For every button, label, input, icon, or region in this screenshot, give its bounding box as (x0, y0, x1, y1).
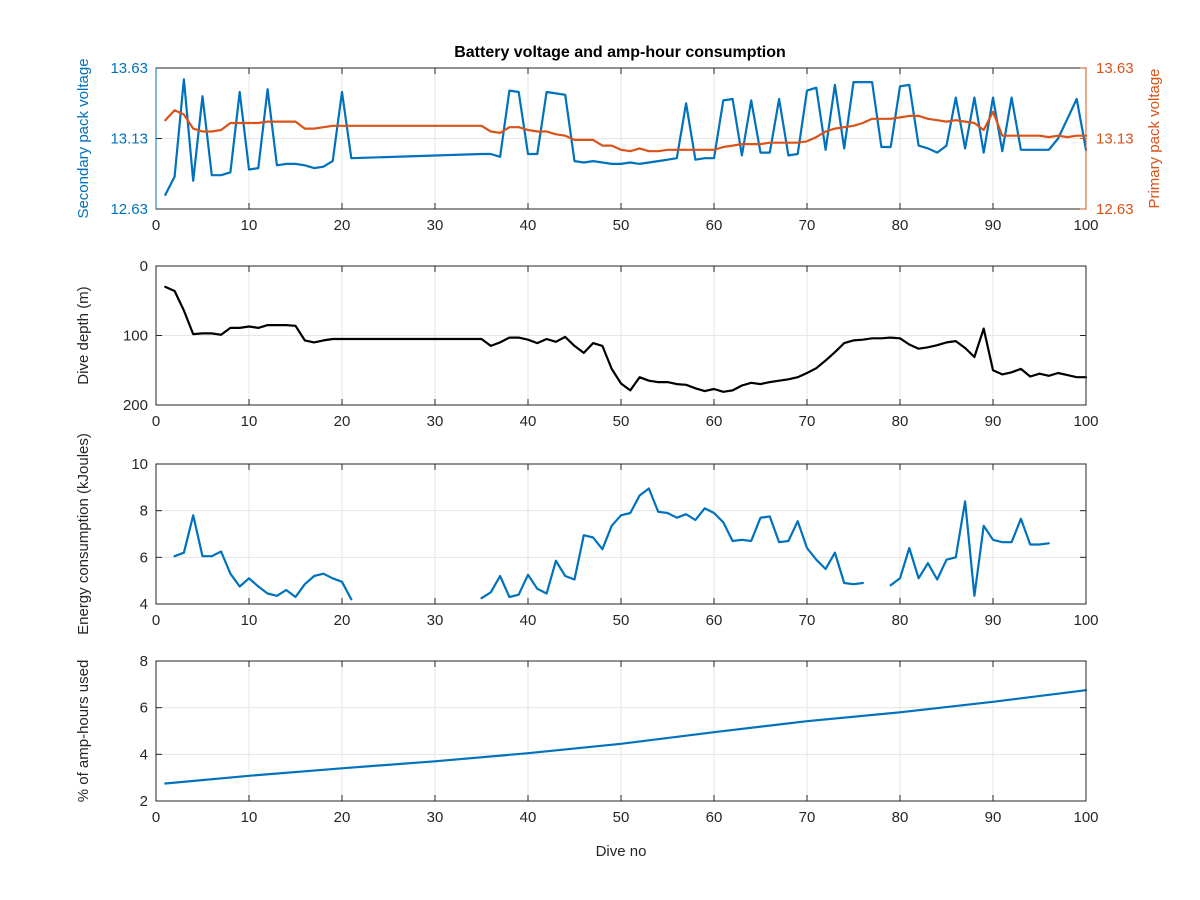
y-axis-title: Secondary pack voltage (75, 58, 92, 218)
series-line-voltage-secondary-seg0 (164, 78, 1088, 196)
y-tick-label: 4 (140, 746, 148, 763)
series-line-voltage-primary-seg0 (164, 109, 1088, 153)
x-tick-label: 70 (799, 217, 816, 234)
x-tick-label: 100 (1073, 413, 1098, 430)
x-tick-label: 10 (241, 217, 258, 234)
x-tick-label: 0 (152, 612, 160, 629)
y-tick-label: 6 (140, 700, 148, 717)
series-line-energy-main-seg1 (480, 487, 864, 600)
x-tick-label: 0 (152, 413, 160, 430)
x-tick-label: 70 (799, 809, 816, 826)
x-tick-label: 50 (613, 612, 630, 629)
x-tick-label: 70 (799, 413, 816, 430)
y-tick-label: 13.63 (110, 60, 148, 77)
x-tick-label: 60 (706, 809, 723, 826)
series-line-energy-main-seg0 (173, 514, 353, 601)
x-tick-label: 70 (799, 612, 816, 629)
x-tick-label: 20 (334, 809, 351, 826)
x-tick-label: 10 (241, 413, 258, 430)
x-tick-label: 10 (241, 809, 258, 826)
x-tick-label: 100 (1073, 809, 1098, 826)
panel-depth: 0 10 20 30 40 50 60 70 80 90 100 0 100 200 Dive depth … (75, 258, 1099, 430)
x-tick-label: 50 (613, 217, 630, 234)
x-tick-label: 30 (427, 809, 444, 826)
y-tick-label: 8 (140, 503, 148, 520)
x-tick-label: 0 (152, 809, 160, 826)
x-tick-label: 50 (613, 413, 630, 430)
x-tick-label: 60 (706, 612, 723, 629)
x-tick-label: 90 (985, 413, 1002, 430)
x-tick-label: 80 (892, 413, 909, 430)
x-tick-label: 80 (892, 612, 909, 629)
x-tick-label: 80 (892, 217, 909, 234)
y-axis-title: Dive depth (m) (75, 286, 92, 384)
x-tick-label: 20 (334, 413, 351, 430)
series-line-depth-main-seg0 (164, 285, 1088, 393)
x-tick-label: 40 (520, 217, 537, 234)
y-tick-label: 12.63 (110, 201, 148, 218)
x-tick-label: 90 (985, 217, 1002, 234)
y-tick-label-right: 13.13 (1096, 131, 1134, 148)
x-tick-label: 60 (706, 413, 723, 430)
x-tick-label: 50 (613, 809, 630, 826)
x-tick-label: 20 (334, 612, 351, 629)
x-tick-label: 30 (427, 612, 444, 629)
panel-voltage: 0 10 20 30 40 50 60 70 80 90 10012.6313.1313.6312.… (75, 58, 1163, 234)
y-tick-label-right: 12.63 (1096, 201, 1134, 218)
x-tick-label: 40 (520, 809, 537, 826)
y-tick-label: 10 (131, 456, 148, 473)
panel-amphours: 0 10 20 30 40 50 60 70 80 90 100 2 4 6 8 % of amp-hours… (75, 653, 1099, 860)
y-axis-title-right: Primary pack voltage (1146, 68, 1163, 208)
series-line-amphours-main-seg0 (164, 689, 1088, 785)
x-tick-label: 40 (520, 413, 537, 430)
x-tick-label: 100 (1073, 612, 1098, 629)
x-tick-label: 20 (334, 217, 351, 234)
x-axis-title: Dive no (596, 843, 647, 860)
x-tick-label: 0 (152, 217, 160, 234)
x-tick-label: 30 (427, 217, 444, 234)
y-tick-label: 0 (140, 258, 148, 275)
x-tick-label: 30 (427, 413, 444, 430)
series-line-energy-main-seg2 (889, 500, 1050, 597)
figure-title: Battery voltage and amp-hour consumption (454, 44, 786, 61)
y-tick-label-right: 13.63 (1096, 60, 1134, 77)
y-tick-label: 200 (123, 397, 148, 414)
y-tick-label: 8 (140, 653, 148, 670)
panel-energy: 0 10 20 30 40 50 60 70 80 90 100 4 6 8 10 Energy consum… (75, 433, 1099, 635)
y-axis-title: % of amp-hours used (75, 660, 92, 803)
y-tick-label: 13.13 (110, 131, 148, 148)
x-tick-label: 60 (706, 217, 723, 234)
plots-container: 0 10 20 30 40 50 60 70 80 90 10012.6313.1313.6312.… (75, 58, 1163, 860)
y-tick-label: 100 (123, 328, 148, 345)
x-tick-label: 10 (241, 612, 258, 629)
y-tick-label: 6 (140, 549, 148, 566)
y-tick-label: 2 (140, 793, 148, 810)
y-tick-label: 4 (140, 596, 148, 613)
x-tick-label: 100 (1073, 217, 1098, 234)
y-axis-title: Energy consumption (kJoules) (75, 433, 92, 635)
x-tick-label: 40 (520, 612, 537, 629)
x-tick-label: 90 (985, 612, 1002, 629)
x-tick-label: 80 (892, 809, 909, 826)
x-tick-label: 90 (985, 809, 1002, 826)
